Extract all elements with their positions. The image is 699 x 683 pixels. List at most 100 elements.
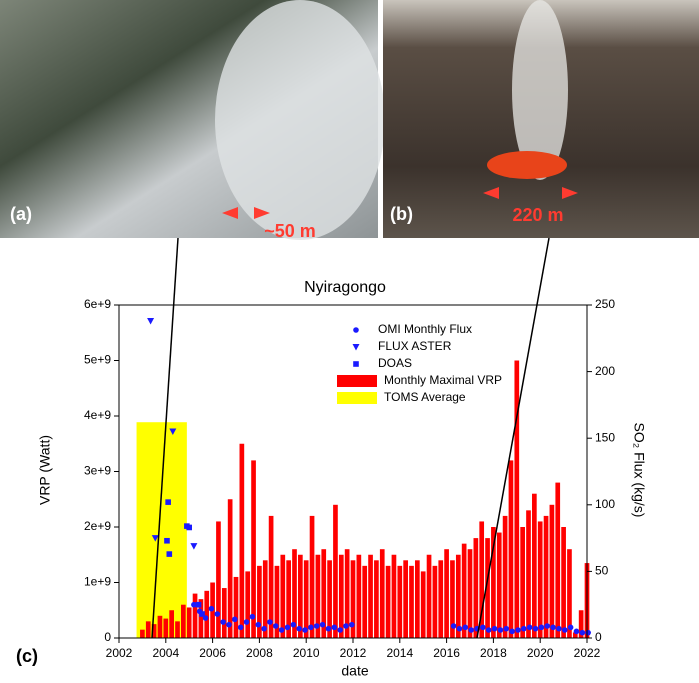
point (573, 628, 580, 635)
bar (502, 515, 508, 638)
point (526, 624, 533, 631)
bar (391, 554, 397, 638)
bar (192, 593, 198, 638)
x-tick-label: 2020 (527, 646, 554, 660)
point (509, 628, 515, 635)
plot (136, 317, 591, 638)
bar (426, 554, 432, 638)
y-tick-label: 1e+9 (84, 575, 111, 589)
point (456, 625, 463, 632)
y2-tick-label: 250 (595, 297, 615, 311)
panel-label: (c) (16, 646, 38, 666)
x-tick-label: 2018 (480, 646, 507, 660)
x-tick-label: 2010 (293, 646, 320, 660)
y-tick-label: 6e+9 (84, 297, 111, 311)
legend-marker (353, 361, 359, 367)
x-tick-label: 2022 (574, 646, 601, 660)
x-tick-label: 2002 (106, 646, 133, 660)
bar (526, 510, 531, 638)
bar (368, 554, 373, 638)
x-tick-label: 2016 (433, 646, 460, 660)
y2-tick-label: 50 (595, 564, 609, 578)
bar (303, 560, 309, 638)
point (190, 543, 198, 550)
point (556, 625, 562, 632)
point (214, 611, 221, 617)
bar (333, 504, 338, 638)
point (521, 625, 527, 632)
point (538, 624, 545, 631)
bar (432, 565, 438, 638)
point (532, 625, 539, 632)
bar (572, 632, 578, 638)
bar (479, 521, 485, 638)
point (337, 627, 343, 633)
bar (181, 604, 186, 638)
bar (239, 443, 245, 638)
y-tick-label: 3e+9 (84, 464, 111, 478)
bar (245, 571, 251, 638)
bar (257, 565, 262, 638)
arrow (222, 207, 270, 219)
bar (415, 560, 420, 638)
bar (251, 460, 256, 638)
bar (385, 565, 391, 638)
bar (362, 565, 368, 638)
bar (292, 549, 297, 638)
point (480, 624, 486, 631)
point (255, 621, 262, 628)
point (195, 601, 202, 608)
legend-label: OMI Monthly Flux (378, 322, 472, 336)
scale-annotation: 220 m (512, 205, 563, 225)
bar (315, 554, 321, 638)
legend-label: FLUX ASTER (378, 339, 452, 353)
point (550, 624, 556, 631)
point (497, 627, 504, 633)
x-tick-label: 2004 (152, 646, 179, 660)
panel-label: (a) (10, 204, 32, 224)
bar (485, 538, 490, 638)
point (325, 625, 332, 632)
point (237, 624, 244, 631)
y-tick-label: 5e+9 (84, 353, 111, 367)
point (331, 624, 338, 631)
bar (508, 460, 514, 638)
bar (338, 554, 344, 638)
bar (543, 515, 549, 638)
point (567, 624, 574, 631)
point (468, 627, 474, 633)
bar (262, 560, 268, 638)
bar (455, 554, 461, 638)
bar (350, 560, 356, 638)
bar (280, 554, 286, 638)
legend-marker (337, 392, 377, 404)
legend-marker (352, 344, 360, 351)
point (462, 624, 469, 631)
bar (198, 599, 204, 638)
bar (374, 560, 379, 638)
point (186, 524, 192, 531)
point (278, 627, 285, 633)
bar (227, 499, 233, 638)
y2-tick-label: 150 (595, 430, 615, 444)
bar (298, 554, 303, 638)
legend-label: Monthly Maximal VRP (384, 373, 502, 387)
point (272, 623, 279, 629)
bar (327, 560, 332, 638)
bar (561, 527, 566, 638)
point (226, 621, 232, 628)
point (515, 627, 521, 633)
point (165, 499, 171, 505)
y2-tick-label: 100 (595, 497, 615, 511)
point (208, 605, 215, 612)
bar (567, 549, 572, 638)
point (169, 428, 177, 436)
point (220, 619, 226, 625)
bar (140, 629, 145, 638)
bar (549, 504, 555, 638)
legend-label: DOAS (378, 356, 412, 370)
bar (151, 624, 157, 638)
legend-marker (337, 375, 377, 387)
bar (268, 515, 274, 638)
